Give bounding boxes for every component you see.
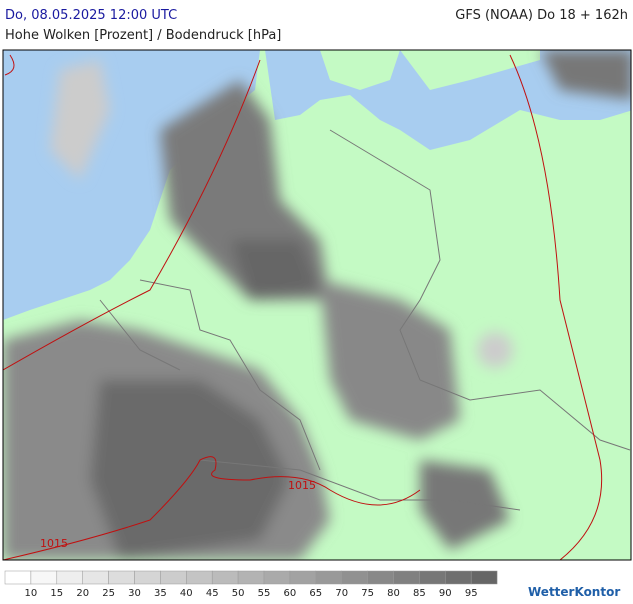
sweden	[400, 50, 540, 90]
legend-label: 25	[102, 588, 115, 599]
legend-label: 75	[361, 588, 374, 599]
legend-label: 20	[76, 588, 89, 599]
legend-label: 80	[387, 588, 400, 599]
legend-swatch	[367, 570, 394, 585]
legend-swatch	[289, 570, 317, 585]
legend-label: 40	[180, 588, 193, 599]
map-frame	[2, 49, 632, 561]
model-run: GFS (NOAA) Do 18 + 162h	[455, 8, 628, 23]
legend-swatch	[160, 570, 187, 585]
legend-swatch	[263, 570, 291, 585]
legend-swatch	[211, 570, 239, 585]
isobar-label: 1015	[40, 537, 68, 550]
legend-swatch	[445, 570, 472, 585]
legend-swatch	[419, 570, 446, 585]
legend-swatch	[4, 570, 32, 585]
legend-label: 15	[50, 588, 63, 599]
legend-label: 10	[25, 588, 38, 599]
legend-label: 70	[335, 588, 348, 599]
legend-label: 35	[154, 588, 167, 599]
isobar-label: 1015	[288, 479, 316, 492]
legend-label: 45	[206, 588, 219, 599]
logo: WetterKontor	[528, 585, 620, 599]
borders	[99, 129, 631, 511]
legend-swatch	[186, 570, 213, 585]
legend-label: 85	[413, 588, 426, 599]
legend-label: 60	[284, 588, 297, 599]
isobars	[3, 54, 603, 560]
legend-swatch	[341, 570, 368, 585]
legend-swatch	[315, 570, 342, 585]
legend-label: 95	[465, 588, 478, 599]
legend-label: 65	[309, 588, 322, 599]
legend-swatch	[134, 570, 161, 585]
map: 1015 1015	[3, 50, 631, 560]
legend-swatch	[237, 570, 265, 585]
clouds	[3, 50, 631, 560]
legend-swatch	[393, 570, 420, 585]
legend: 10 15 20 25 30 35 40 45 50 55 60 65 70 75 80 85 90 95	[4, 570, 498, 599]
legend-swatch	[56, 570, 83, 585]
legend-swatch	[30, 570, 58, 585]
legend-swatch	[470, 570, 498, 585]
legend-label: 90	[439, 588, 452, 599]
datetime: Do, 08.05.2025 12:00 UTC	[5, 8, 177, 23]
legend-swatch	[82, 570, 109, 585]
legend-label: 55	[258, 588, 271, 599]
legend-label: 30	[128, 588, 141, 599]
denmark	[320, 50, 400, 90]
legend-label: 50	[232, 588, 245, 599]
map-title: Hohe Wolken [Prozent] / Bodendruck [hPa]	[5, 28, 281, 43]
legend-swatch	[108, 570, 135, 585]
